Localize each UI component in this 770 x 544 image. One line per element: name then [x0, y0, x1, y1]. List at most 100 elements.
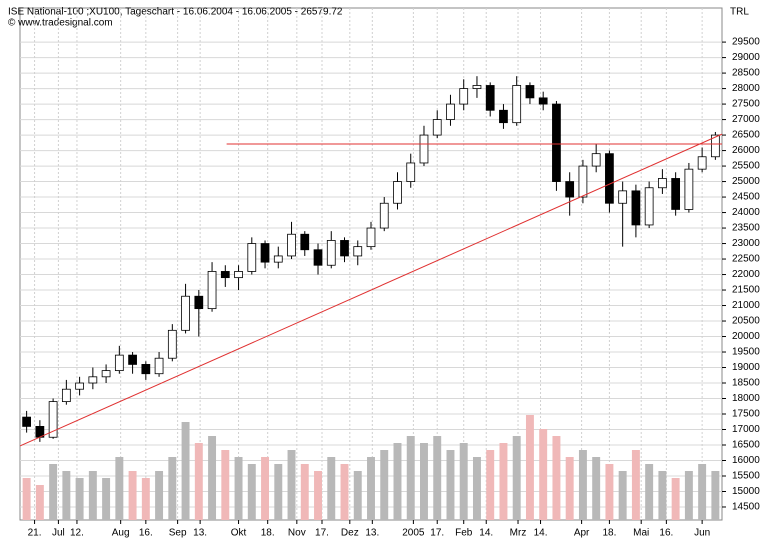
volume-bar	[155, 471, 164, 520]
y-tick-label: 18000	[732, 393, 760, 404]
x-tick-label: 17.	[430, 528, 444, 539]
candle-body	[406, 162, 416, 182]
x-tick-label: Aug	[112, 528, 130, 539]
y-tick-label: 20000	[732, 331, 760, 342]
volume-bar	[261, 457, 270, 520]
x-tick-label: 18.	[602, 528, 616, 539]
volume-bar	[446, 450, 455, 520]
candle-body	[326, 240, 336, 266]
volume-bar	[141, 478, 150, 520]
volume-bar	[711, 471, 720, 520]
volume-bar	[35, 485, 44, 520]
y-tick-label: 21000	[732, 300, 760, 311]
x-tick-label: Jun	[694, 528, 710, 539]
volume-bar	[393, 443, 402, 520]
volume-bar	[565, 457, 574, 520]
candle-body	[472, 85, 482, 89]
candle-body	[499, 109, 508, 124]
volume-bar	[327, 457, 336, 520]
volume-bar	[645, 464, 654, 520]
y-tick-label: 27500	[732, 99, 760, 110]
volume-bar	[525, 415, 534, 520]
y-tick-label: 25500	[732, 161, 760, 172]
x-tick-label: Mai	[633, 528, 649, 539]
candle-body	[128, 354, 137, 365]
y-axis-label: TRL	[730, 7, 749, 18]
volume-bar	[300, 464, 309, 520]
candle-body	[485, 85, 495, 111]
volume-bar	[605, 464, 614, 520]
candle-body	[114, 354, 124, 372]
volume-bar	[367, 457, 375, 520]
volume-bar	[340, 464, 349, 520]
x-tick-label: 21.	[28, 528, 42, 539]
x-tick-label: 13.	[193, 528, 207, 539]
volume-bar	[592, 457, 601, 520]
volume-bar	[221, 450, 230, 520]
volume-bar	[128, 471, 137, 520]
volume-bar	[49, 464, 58, 520]
candle-body	[432, 119, 442, 136]
candle-body	[101, 370, 111, 378]
y-tick-label: 15000	[732, 486, 760, 497]
x-tick-label: 14.	[534, 528, 548, 539]
volume-bar	[274, 464, 283, 520]
volume-bar	[499, 443, 508, 520]
candle-body	[697, 156, 707, 170]
candle-body	[22, 416, 31, 427]
plot-frame	[19, 7, 723, 521]
candle-body	[61, 388, 71, 403]
candle-body	[313, 249, 323, 266]
x-tick-label: 14.	[479, 528, 493, 539]
y-tick-label: 19500	[732, 347, 760, 358]
y-tick-label: 25000	[732, 176, 760, 187]
x-tick-label: 18.	[261, 528, 275, 539]
y-tick-label: 26500	[732, 130, 760, 141]
volume-bar	[194, 443, 203, 520]
x-tick-label: Feb	[455, 528, 473, 539]
candle-body	[631, 190, 641, 226]
volume-bar	[578, 450, 587, 520]
candle-body	[194, 295, 204, 310]
candle-body	[207, 271, 217, 310]
x-tick-label: Apr	[574, 528, 590, 539]
volume-bar	[472, 457, 481, 520]
x-tick-label: Jul	[52, 528, 65, 539]
y-tick-label: 28500	[732, 68, 760, 79]
chart-title: ISE National-100 ;XU100, Tageschart - 16…	[8, 7, 343, 18]
candle-body	[565, 181, 575, 198]
y-tick-label: 23000	[732, 238, 760, 249]
candle-body	[366, 227, 376, 248]
candle-body	[538, 97, 548, 105]
volume-bar	[314, 471, 322, 520]
chart-subtitle: © www.tradesignal.com	[8, 18, 113, 29]
x-tick-label: 16.	[139, 528, 153, 539]
candle-body	[247, 243, 257, 272]
volume-bar	[353, 471, 362, 520]
y-tick-label: 22000	[732, 269, 760, 280]
x-tick-label: 16.	[659, 528, 673, 539]
candle-body	[273, 255, 283, 263]
candle-body	[605, 153, 614, 204]
y-tick-label: 22500	[732, 254, 760, 265]
volume-bar	[684, 471, 693, 520]
candle-body	[658, 178, 667, 189]
y-tick-label: 29000	[732, 52, 760, 63]
y-tick-label: 14500	[732, 502, 760, 513]
y-tick-label: 15500	[732, 471, 760, 482]
volume-bar	[287, 450, 296, 520]
x-tick-label: 2005	[402, 528, 425, 539]
candle-body	[260, 243, 270, 263]
candle-body	[671, 178, 681, 210]
candle-body	[154, 357, 164, 375]
volume-bar	[698, 464, 707, 520]
x-tick-label: Sep	[169, 528, 187, 539]
volume-bar	[380, 450, 389, 520]
y-tick-label: 16000	[732, 455, 760, 466]
y-tick-label: 24500	[732, 192, 760, 203]
y-tick-label: 18500	[732, 378, 760, 389]
volume-bar	[486, 450, 495, 520]
candle-body	[353, 246, 363, 257]
candle-body	[300, 233, 310, 251]
volume-bar	[115, 457, 124, 520]
